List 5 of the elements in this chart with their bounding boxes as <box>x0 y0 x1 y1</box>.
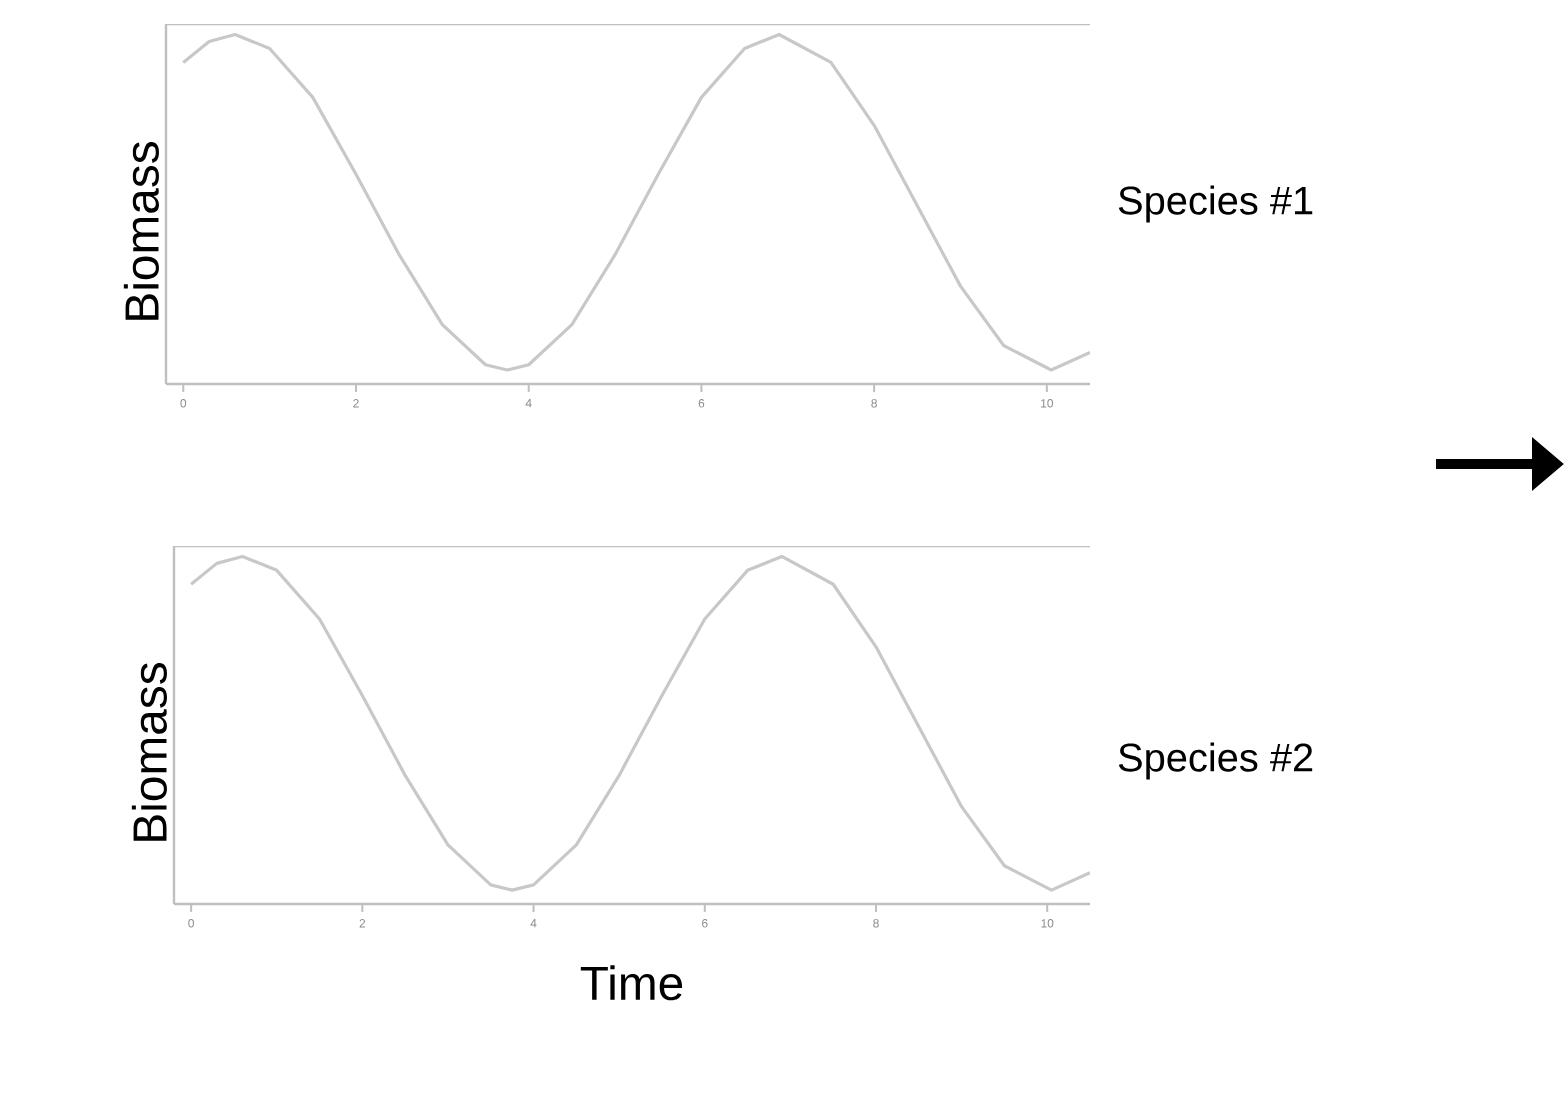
text: Species #1 <box>1118 185 1313 223</box>
x-axis-title: Time <box>580 965 683 1001</box>
text: Species #2 <box>1118 742 1313 780</box>
y-axis-title: Biomass <box>131 663 167 841</box>
y-axis-title: Biomass <box>123 142 159 320</box>
